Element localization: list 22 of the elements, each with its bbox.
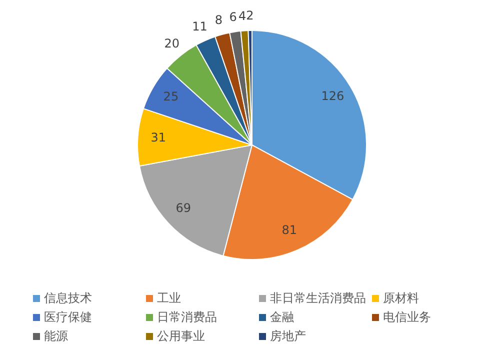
legend-label: 非日常生活消费品 (270, 290, 366, 307)
legend-label: 原材料 (383, 290, 419, 307)
data-label: 4 (238, 8, 246, 23)
legend-label: 公用事业 (157, 328, 205, 345)
data-label: 126 (321, 89, 344, 104)
legend-label: 医疗保健 (44, 309, 92, 326)
data-label: 2 (246, 8, 254, 23)
legend-label: 电信业务 (383, 309, 431, 326)
legend-label: 日常消费品 (157, 309, 217, 326)
data-label: 8 (214, 13, 222, 28)
data-label: 81 (282, 223, 298, 238)
data-label: 20 (164, 36, 180, 51)
data-label: 31 (150, 130, 166, 145)
legend-label: 工业 (157, 290, 181, 307)
data-label: 6 (229, 10, 237, 24)
legend-label: 能源 (44, 328, 68, 345)
data-label: 25 (163, 90, 179, 104)
legend-label: 房地产 (270, 328, 306, 345)
data-label: 11 (192, 20, 208, 34)
legend-label: 信息技术 (44, 290, 92, 307)
legend-label: 金融 (270, 309, 294, 326)
data-label: 69 (176, 201, 191, 216)
